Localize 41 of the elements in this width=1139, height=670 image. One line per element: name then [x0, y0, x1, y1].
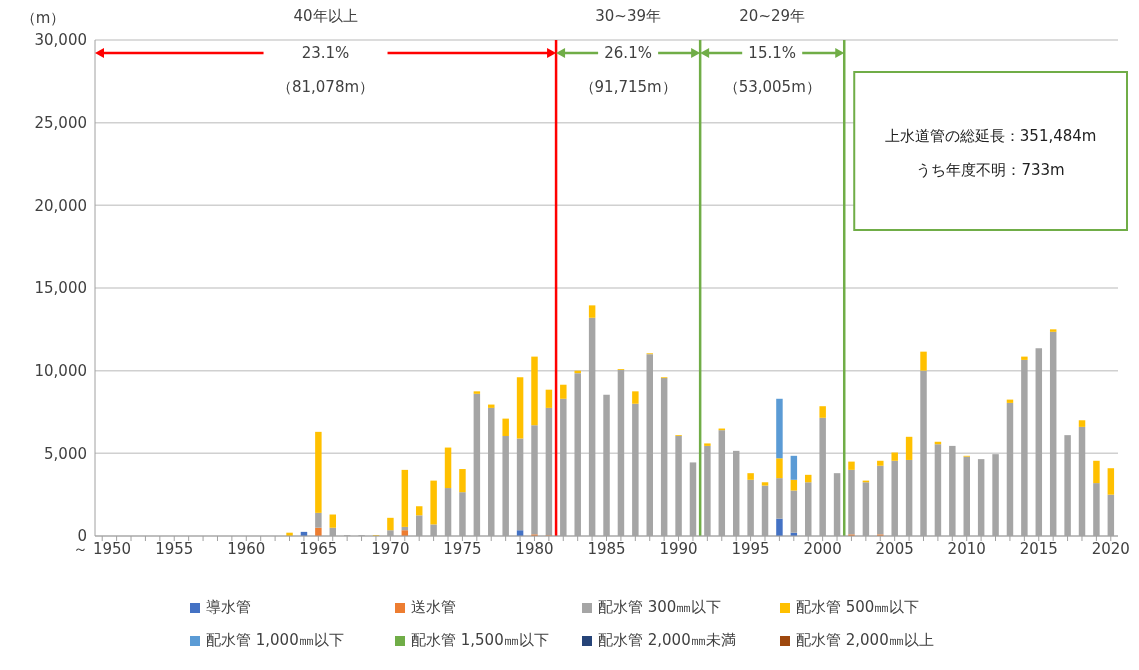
- x-tick-label: 2015: [1019, 539, 1058, 558]
- x-tick-label: 1970: [371, 539, 410, 558]
- x-tick-label: 1985: [587, 539, 626, 558]
- text: 40年以上: [293, 6, 358, 25]
- y-tick-label: 15,000: [34, 279, 87, 298]
- text: 20~29年: [739, 6, 806, 25]
- y-tick-label: 10,000: [34, 361, 87, 380]
- y-axis-title: （m）: [20, 8, 66, 27]
- y-tick-label: 25,000: [34, 113, 87, 132]
- x-tick-label: 1995: [731, 539, 770, 558]
- legend-label: 配水管 1,500㎜以下: [411, 631, 549, 650]
- annotation: （53,005m）: [723, 77, 821, 96]
- legend-label: 導水管: [206, 598, 251, 617]
- x-tick-label: 1990: [659, 539, 698, 558]
- y-tick-label: 20,000: [34, 196, 87, 215]
- x-tick-label: 1960: [227, 539, 266, 558]
- y-tick-label: 5,000: [44, 444, 87, 463]
- x-tick-label: 1965: [299, 539, 338, 558]
- annotation: 15.1%: [748, 43, 797, 62]
- legend-label: 配水管 2,000㎜未満: [598, 631, 736, 650]
- annotation: 上水道管の総延長：351,484m: [884, 126, 1097, 145]
- annotation: （91,715m）: [579, 77, 677, 96]
- x-tick-label: 2005: [875, 539, 914, 558]
- legend-label: 配水管 300㎜以下: [598, 598, 722, 617]
- x-tick-label: 1975: [443, 539, 482, 558]
- annotation: 23.1%: [301, 43, 350, 62]
- text: 30~39年: [595, 6, 661, 25]
- x-tick-label: 1955: [155, 539, 194, 558]
- annotation: 26.1%: [604, 43, 652, 62]
- x-tick-label: 2010: [947, 539, 986, 558]
- legend-label: 配水管 500㎜以下: [796, 598, 920, 617]
- annotation: うち年度不明：733m: [916, 160, 1065, 179]
- legend-label: 送水管: [411, 598, 456, 617]
- x-tick-label: 2000: [803, 539, 842, 558]
- y-tick-label: 0: [77, 527, 87, 546]
- legend-label: 配水管 2,000㎜以上: [796, 631, 934, 650]
- legend-label: 配水管 1,000㎜以下: [206, 631, 344, 650]
- y-tick-label: 30,000: [34, 31, 87, 50]
- x-tick-label: 1980: [515, 539, 554, 558]
- x-tick-label: 2020: [1091, 539, 1130, 558]
- annotation: （81,078m）: [276, 77, 375, 96]
